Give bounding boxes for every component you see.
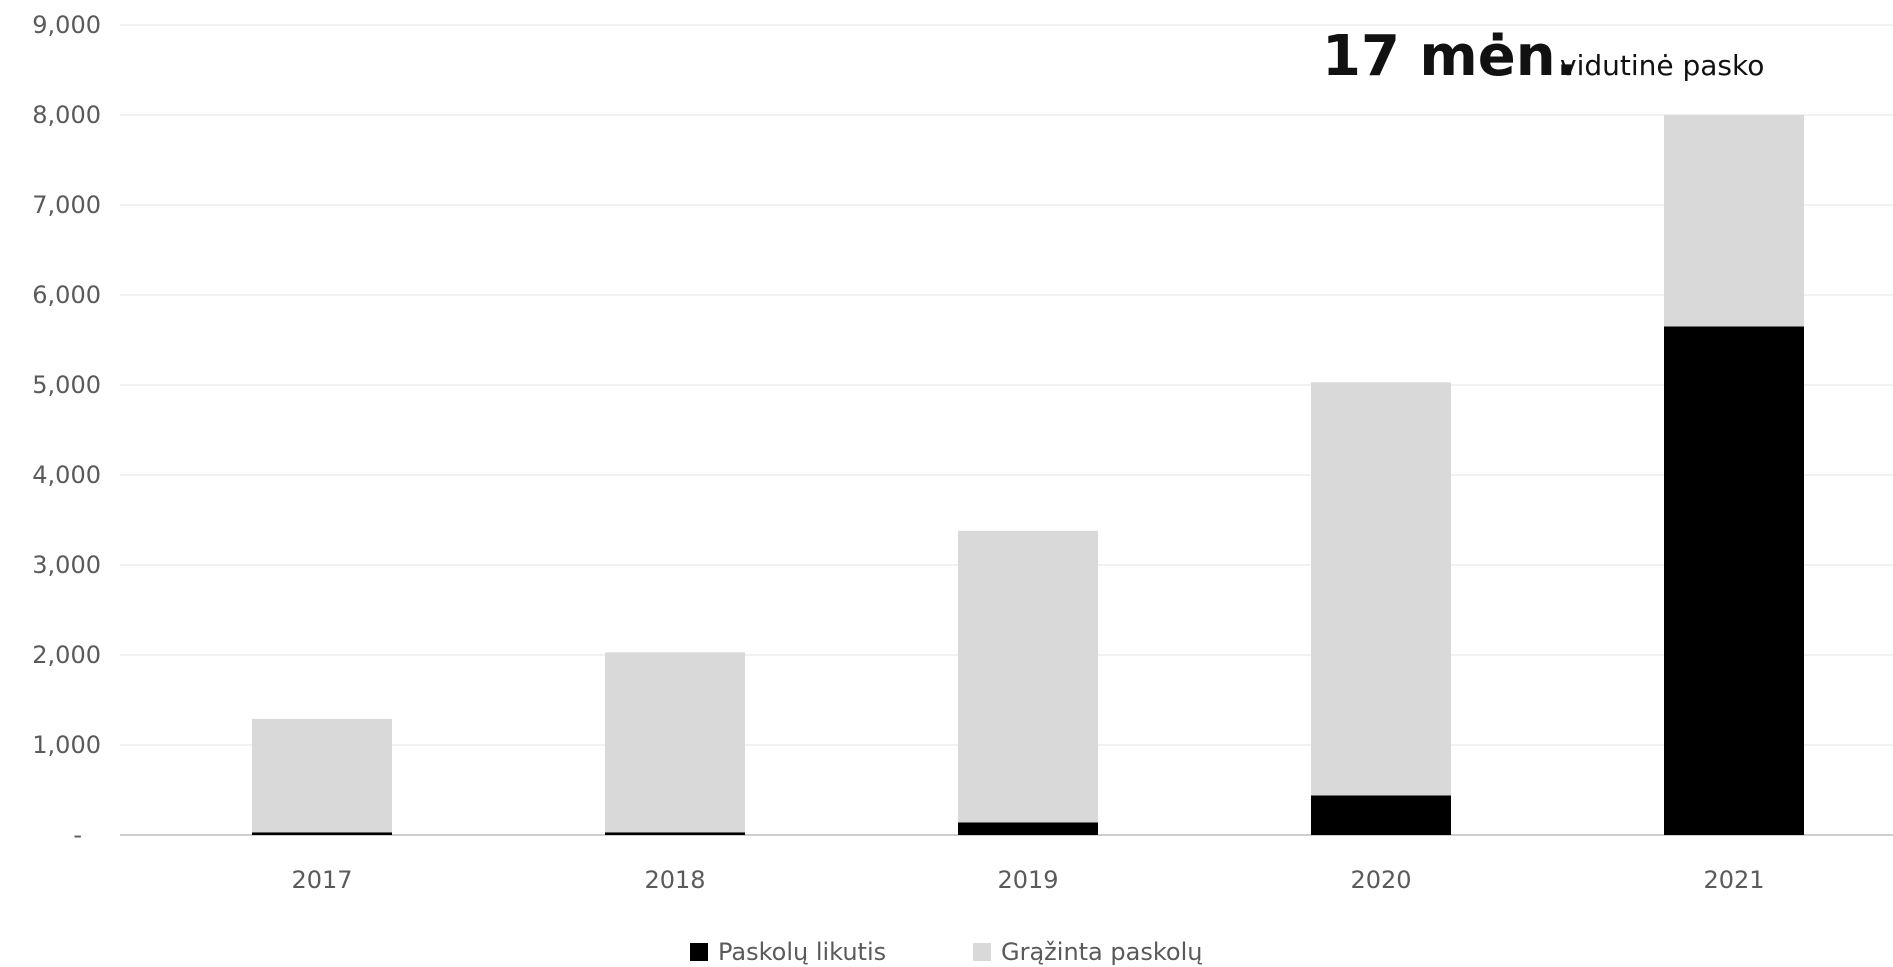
gridlines xyxy=(120,24,1893,836)
bar-segment xyxy=(958,530,1098,823)
legend-swatch xyxy=(690,943,708,961)
bar-segment xyxy=(1664,326,1804,835)
headline-value: 17 mėn. xyxy=(1322,24,1577,89)
y-tick-label: 2,000 xyxy=(32,641,101,669)
x-tick-label: 2018 xyxy=(644,866,705,894)
y-tick-label: 8,000 xyxy=(32,101,101,129)
y-tick-label: 7,000 xyxy=(32,191,101,219)
y-tick-label: 5,000 xyxy=(32,371,101,399)
legend-swatch xyxy=(973,943,991,961)
y-tick-label: 4,000 xyxy=(32,461,101,489)
axes: - 1,000 2,000 3,000 4,000 5,000 6,000 7,000 8,00… xyxy=(32,11,1764,894)
legend: Paskolų likutis Grąžinta paskolų xyxy=(690,938,1202,966)
headline: 17 mėn. vidutinė pasko xyxy=(1322,24,1764,89)
legend-label: Paskolų likutis xyxy=(718,938,886,966)
y-tick-label: 1,000 xyxy=(32,731,101,759)
bar-segment xyxy=(252,718,392,833)
y-tick-label: 9,000 xyxy=(32,11,101,39)
bar-segment xyxy=(1311,382,1451,796)
bar-segment xyxy=(252,832,392,835)
bar-segment xyxy=(605,652,745,833)
headline-text: vidutinė pasko xyxy=(1560,49,1764,82)
x-tick-label: 2017 xyxy=(291,866,352,894)
bar-segment xyxy=(1664,115,1804,327)
x-tick-label: 2021 xyxy=(1703,866,1764,894)
bar-segment xyxy=(1311,795,1451,835)
bars xyxy=(252,115,1804,835)
bar-segment xyxy=(958,822,1098,835)
y-tick-label: - xyxy=(73,821,82,849)
y-tick-label: 6,000 xyxy=(32,281,101,309)
x-tick-label: 2020 xyxy=(1350,866,1411,894)
y-tick-label: 3,000 xyxy=(32,551,101,579)
bar-segment xyxy=(605,832,745,835)
legend-label: Grąžinta paskolų xyxy=(1001,938,1202,966)
x-tick-label: 2019 xyxy=(997,866,1058,894)
